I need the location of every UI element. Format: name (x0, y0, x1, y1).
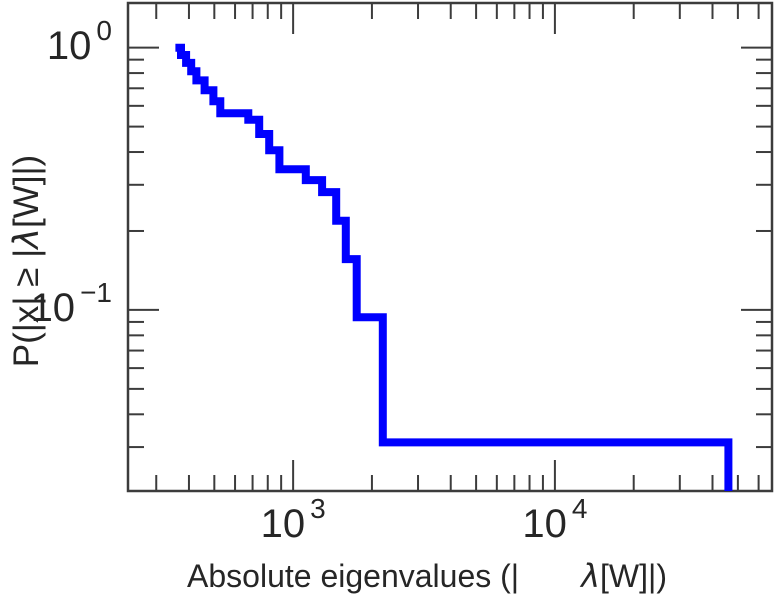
y-axis-label: P(|x| ≥ |λ[W]|) (7, 155, 47, 367)
ccdf-step-curve (175, 43, 733, 491)
y-axis-label-text-end: [W]|) (7, 154, 46, 229)
x-tick-label-exponent: 3 (310, 493, 326, 524)
lambda-symbol: λ (581, 557, 601, 595)
x-tick-label: 10 4 (522, 493, 587, 550)
y-tick-label-exponent: −1 (80, 276, 112, 308)
y-tick-label-base: 10 (30, 285, 76, 330)
y-axis-label-text: P(|x| ≥ | (7, 248, 46, 368)
x-tick-label: 10 3 (260, 493, 326, 550)
x-axis-label-text: Absolute eigenvalues (| (187, 558, 520, 594)
y-tick-label: 10 0 (46, 15, 112, 72)
y-tick-label: 10 −1 (30, 277, 112, 334)
x-axis-label: Absolute eigenvalues (| λ[W]|) (187, 557, 667, 595)
plot-border (126, 1, 774, 493)
x-tick-label-base: 10 (522, 502, 567, 546)
y-tick-label-base: 10 (46, 23, 92, 68)
x-tick-label-exponent: 4 (571, 493, 588, 524)
x-tick-label-base: 10 (260, 502, 306, 546)
x-axis-label-text-end: [W]|) (600, 558, 667, 594)
lambda-symbol: λ (7, 228, 47, 249)
y-tick-label-exponent: 0 (96, 14, 112, 46)
